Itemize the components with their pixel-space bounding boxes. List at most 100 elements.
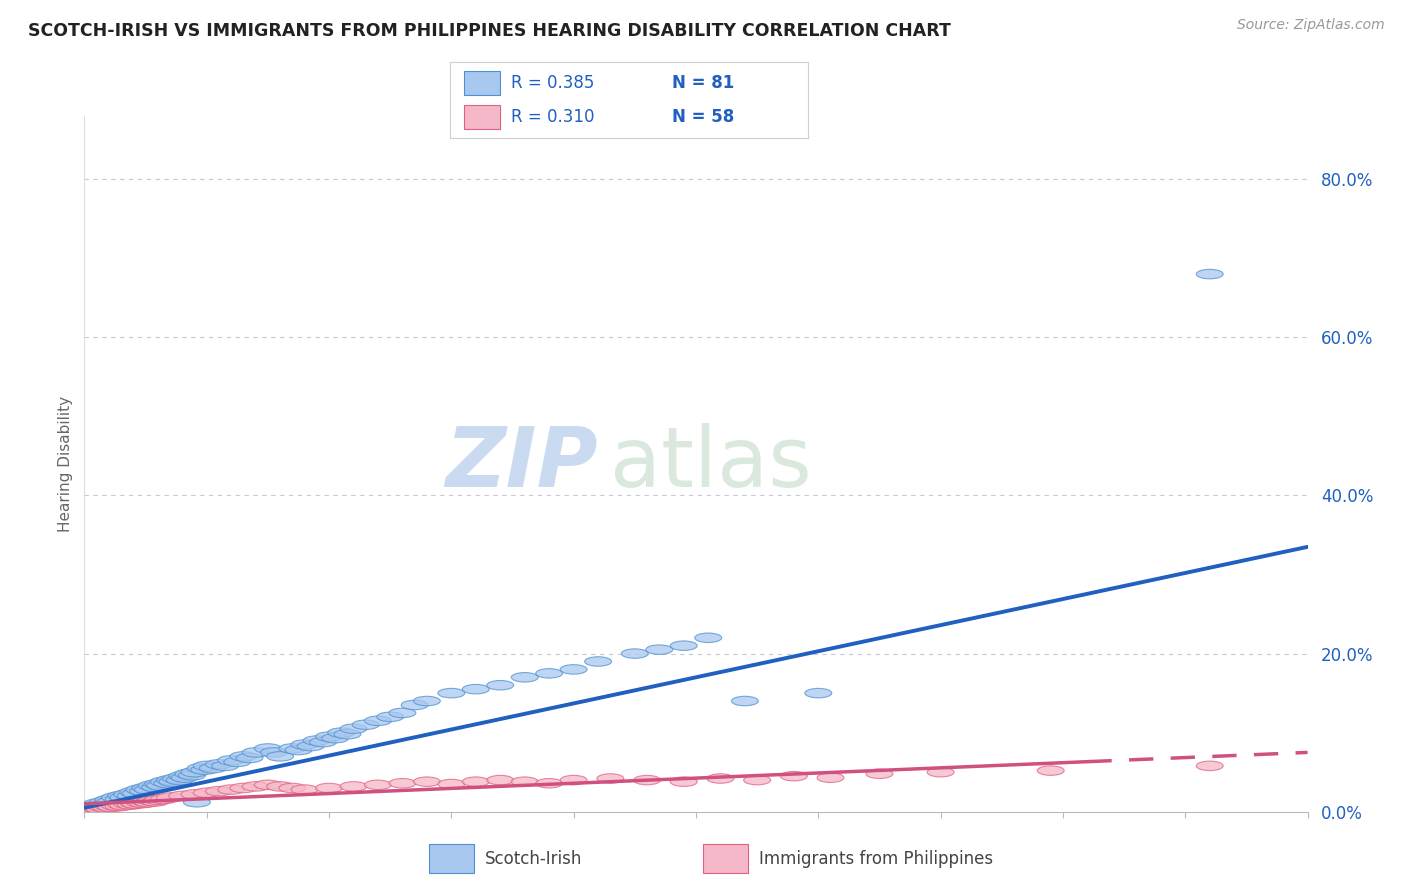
Ellipse shape: [101, 793, 128, 802]
Ellipse shape: [108, 791, 135, 801]
Ellipse shape: [278, 744, 305, 753]
Ellipse shape: [122, 789, 149, 798]
Ellipse shape: [463, 777, 489, 787]
Ellipse shape: [621, 648, 648, 658]
Ellipse shape: [129, 798, 156, 808]
Ellipse shape: [254, 744, 281, 753]
Ellipse shape: [254, 780, 281, 789]
Ellipse shape: [322, 733, 349, 743]
Ellipse shape: [804, 689, 832, 698]
FancyBboxPatch shape: [703, 844, 748, 873]
Ellipse shape: [93, 803, 120, 813]
Ellipse shape: [172, 773, 198, 782]
Ellipse shape: [193, 788, 221, 797]
Ellipse shape: [291, 785, 318, 794]
Ellipse shape: [463, 684, 489, 694]
Text: N = 81: N = 81: [672, 74, 734, 92]
Text: ZIP: ZIP: [446, 424, 598, 504]
Ellipse shape: [132, 797, 159, 806]
Ellipse shape: [401, 700, 427, 710]
Ellipse shape: [291, 739, 318, 749]
Text: atlas: atlas: [610, 424, 813, 504]
Ellipse shape: [114, 789, 141, 799]
Text: 0.0%: 0.0%: [79, 850, 120, 868]
Ellipse shape: [77, 805, 104, 814]
Ellipse shape: [486, 681, 513, 690]
Ellipse shape: [304, 736, 330, 746]
Ellipse shape: [169, 772, 195, 780]
Ellipse shape: [117, 800, 145, 809]
Ellipse shape: [80, 804, 108, 814]
Ellipse shape: [285, 746, 312, 755]
Ellipse shape: [120, 798, 146, 808]
Ellipse shape: [744, 775, 770, 785]
Ellipse shape: [191, 765, 218, 774]
Ellipse shape: [156, 775, 183, 785]
Ellipse shape: [231, 783, 257, 793]
Ellipse shape: [512, 673, 538, 682]
Ellipse shape: [585, 657, 612, 666]
Ellipse shape: [364, 780, 391, 789]
Ellipse shape: [671, 777, 697, 787]
Ellipse shape: [127, 797, 153, 807]
Ellipse shape: [205, 787, 232, 796]
Y-axis label: Hearing Disability: Hearing Disability: [58, 396, 73, 532]
Ellipse shape: [145, 795, 172, 805]
Ellipse shape: [127, 785, 153, 794]
Ellipse shape: [315, 731, 343, 741]
Ellipse shape: [142, 782, 169, 792]
Ellipse shape: [1197, 761, 1223, 771]
Ellipse shape: [731, 697, 758, 706]
Ellipse shape: [114, 799, 141, 808]
Ellipse shape: [122, 799, 149, 808]
Ellipse shape: [309, 738, 336, 747]
Ellipse shape: [105, 794, 132, 804]
Ellipse shape: [695, 633, 721, 642]
Ellipse shape: [260, 747, 287, 757]
Ellipse shape: [437, 689, 465, 698]
Ellipse shape: [333, 730, 361, 739]
Ellipse shape: [645, 645, 672, 655]
Ellipse shape: [211, 761, 239, 771]
Ellipse shape: [671, 641, 697, 650]
Ellipse shape: [598, 773, 624, 783]
Ellipse shape: [86, 801, 112, 810]
Ellipse shape: [183, 797, 211, 807]
Ellipse shape: [353, 720, 380, 730]
Ellipse shape: [1038, 766, 1064, 775]
Ellipse shape: [236, 753, 263, 763]
Text: Source: ZipAtlas.com: Source: ZipAtlas.com: [1237, 18, 1385, 32]
Ellipse shape: [193, 761, 221, 771]
Ellipse shape: [96, 795, 122, 805]
Ellipse shape: [89, 802, 117, 812]
Ellipse shape: [150, 794, 177, 804]
Text: SCOTCH-IRISH VS IMMIGRANTS FROM PHILIPPINES HEARING DISABILITY CORRELATION CHART: SCOTCH-IRISH VS IMMIGRANTS FROM PHILIPPI…: [28, 22, 950, 40]
Ellipse shape: [364, 716, 391, 725]
Ellipse shape: [315, 783, 343, 793]
Ellipse shape: [389, 779, 416, 788]
Ellipse shape: [242, 747, 269, 757]
Ellipse shape: [437, 780, 465, 789]
Ellipse shape: [1197, 269, 1223, 279]
Ellipse shape: [86, 804, 112, 814]
Ellipse shape: [156, 793, 183, 802]
Ellipse shape: [224, 757, 250, 766]
Ellipse shape: [138, 796, 165, 805]
Ellipse shape: [389, 708, 416, 718]
FancyBboxPatch shape: [429, 844, 474, 873]
Ellipse shape: [110, 801, 136, 810]
Ellipse shape: [117, 791, 145, 801]
Ellipse shape: [169, 791, 195, 801]
Ellipse shape: [155, 779, 181, 788]
FancyBboxPatch shape: [464, 70, 501, 95]
Ellipse shape: [536, 779, 562, 788]
Ellipse shape: [101, 801, 128, 810]
Text: 100.0%: 100.0%: [1251, 850, 1313, 868]
Ellipse shape: [187, 764, 214, 773]
Ellipse shape: [560, 775, 588, 785]
Ellipse shape: [242, 781, 269, 791]
Ellipse shape: [163, 773, 190, 783]
Ellipse shape: [205, 760, 232, 769]
Ellipse shape: [150, 777, 177, 787]
Ellipse shape: [267, 752, 294, 761]
